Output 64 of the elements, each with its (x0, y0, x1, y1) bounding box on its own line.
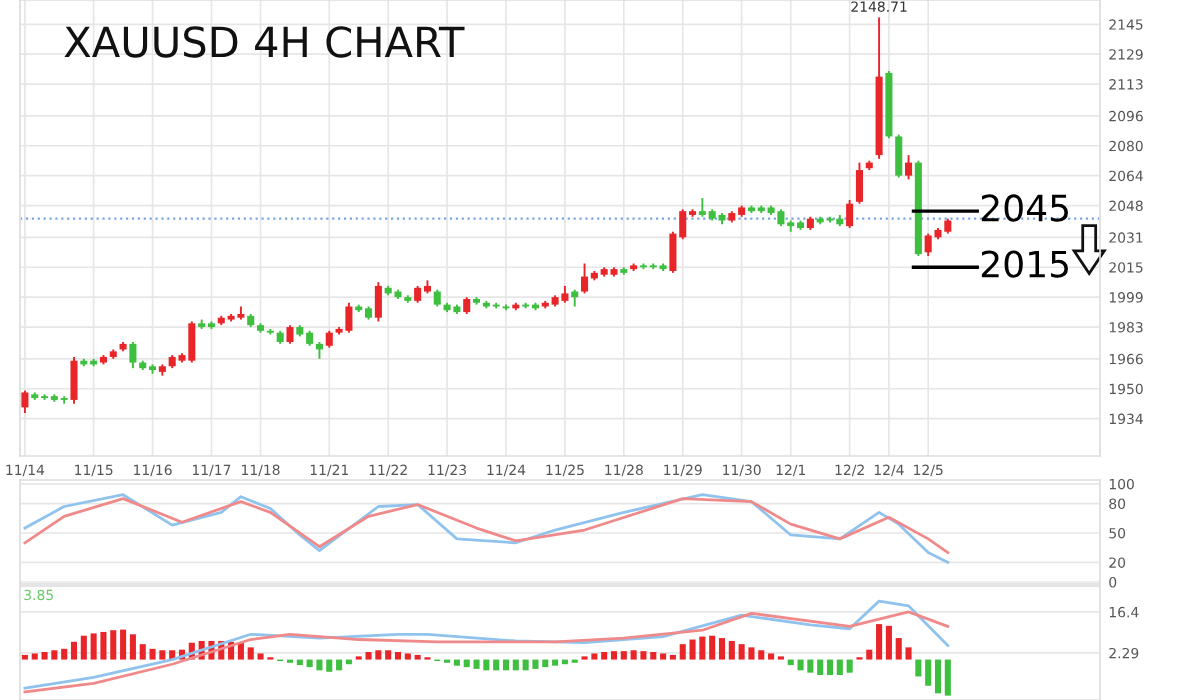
ref-line-label: 2015 (981, 250, 1068, 278)
bar (601, 652, 608, 660)
bar (925, 659, 932, 686)
bar (21, 654, 28, 660)
bar (846, 659, 853, 673)
bar (463, 659, 470, 668)
bar (61, 648, 68, 660)
bar (512, 659, 519, 671)
candlestick (905, 154, 913, 181)
bar (817, 659, 824, 675)
bar (80, 635, 87, 660)
candlestick (21, 389, 29, 414)
line-series (23, 497, 950, 554)
bar (650, 652, 657, 660)
bar (718, 638, 726, 660)
bar (247, 647, 254, 660)
bar (139, 644, 146, 660)
bar (493, 659, 500, 671)
bar (836, 659, 843, 675)
candlestick (895, 133, 903, 179)
bar (915, 659, 922, 677)
bar (728, 640, 735, 660)
bar (502, 659, 510, 671)
bar (709, 635, 716, 660)
bar (660, 653, 667, 660)
bar (385, 650, 392, 660)
bar (336, 659, 343, 671)
candlestick (846, 199, 854, 229)
bar (905, 647, 912, 660)
bar (768, 653, 775, 660)
text: XAUUSD 4H CHART (64, 26, 465, 58)
candlestick (286, 324, 294, 345)
bar (610, 651, 618, 660)
bar (934, 659, 942, 694)
candlestick (129, 341, 137, 370)
candlestick (70, 355, 78, 405)
bar (120, 629, 127, 660)
line-series (23, 493, 950, 564)
bar (404, 653, 411, 660)
bar (552, 659, 559, 666)
bar (669, 654, 676, 660)
bar (866, 649, 873, 660)
bar (876, 624, 883, 660)
bar (394, 652, 402, 660)
bar (70, 641, 78, 660)
bar (679, 644, 686, 660)
bar (885, 625, 892, 660)
bar (758, 650, 765, 660)
candlestick (374, 281, 382, 323)
bar (129, 634, 136, 660)
bar (542, 659, 549, 668)
bar (31, 653, 38, 660)
bar (453, 659, 460, 666)
bar (826, 659, 834, 675)
line-series (23, 599, 950, 690)
line-series (23, 610, 950, 694)
bar (620, 651, 627, 660)
bar (944, 659, 951, 696)
ref-line-label: 2045 (981, 194, 1068, 222)
bar (110, 630, 117, 660)
bar (326, 659, 333, 672)
candlestick (855, 161, 863, 205)
bar (895, 638, 902, 660)
bar (237, 642, 244, 660)
